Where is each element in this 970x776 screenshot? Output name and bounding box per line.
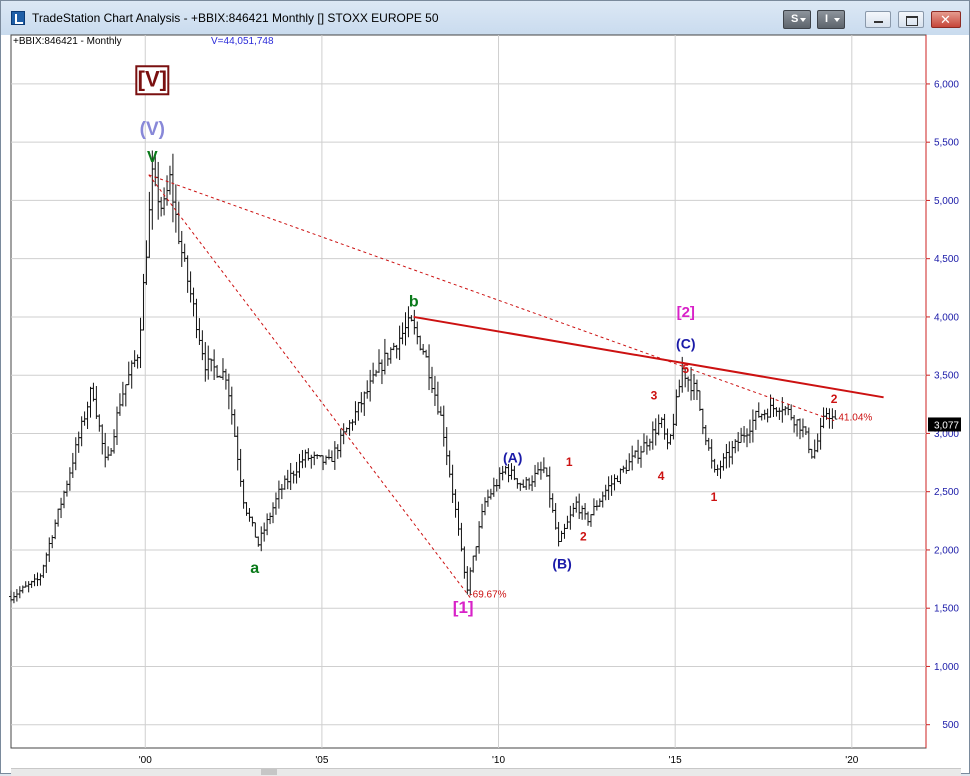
y-tick-label: 5,500 — [934, 138, 959, 149]
x-tick-label: '10 — [492, 755, 505, 766]
s-button-label: S — [791, 13, 799, 25]
maximize-button[interactable] — [898, 11, 924, 28]
y-tick-label: 3,000 — [934, 429, 959, 440]
close-button[interactable]: ✕ — [931, 11, 961, 28]
y-tick-label: 3,500 — [934, 371, 959, 382]
wave-label: [2] — [677, 304, 695, 321]
minimize-button[interactable] — [865, 11, 891, 28]
symbol-label: +BBIX:846421 - Monthly — [13, 36, 122, 47]
x-axis: '00 '05 '10 '15 '20 — [139, 755, 859, 766]
x-tick-label: '15 — [669, 755, 682, 766]
maximize-icon — [906, 16, 918, 26]
wave-label: 4 — [658, 469, 665, 483]
grid — [11, 35, 926, 748]
y-tick-label: 6,000 — [934, 79, 959, 90]
wave-label: (C) — [676, 335, 695, 351]
y-tick-label: 4,500 — [934, 254, 959, 265]
wave-label: a — [250, 560, 259, 577]
dashed-retracement-line[interactable] — [148, 174, 835, 422]
wave-label: (V) — [140, 119, 165, 140]
last-price-label: 3,077 — [934, 420, 959, 431]
volume-label: V=44,051,748 — [211, 36, 274, 47]
wave-label: 41.04% — [838, 413, 872, 424]
wave-label: b — [409, 293, 419, 310]
wave-label: V — [147, 149, 158, 166]
title-bar[interactable]: TradeStation Chart Analysis - +BBIX:8464… — [1, 1, 969, 35]
x-tick-label: '00 — [139, 755, 152, 766]
wave-label: (B) — [552, 556, 571, 572]
wave-label: 3 — [651, 389, 658, 403]
wave-label: [V] — [138, 66, 167, 91]
trend-lines — [148, 174, 884, 599]
last-price-box — [928, 417, 961, 432]
minimize-icon — [874, 21, 883, 23]
wave-label: 2 — [580, 530, 587, 544]
wave-label-box — [135, 65, 170, 96]
last-price-marker: 3,077 — [928, 417, 961, 432]
i-button-label: I — [825, 13, 829, 25]
chart-area[interactable] — [11, 35, 961, 775]
y-tick-label: 4,000 — [934, 312, 959, 323]
scrollbar-thumb[interactable] — [261, 769, 277, 775]
price-bars — [9, 150, 838, 604]
wave-label: 1 — [711, 490, 718, 504]
wave-label: 1 — [566, 455, 573, 469]
tradestation-app-icon — [11, 11, 25, 25]
s-dropdown-button[interactable]: S — [783, 10, 811, 29]
x-tick-label: '20 — [845, 755, 858, 766]
y-tick-label: 1,500 — [934, 604, 959, 615]
horizontal-scrollbar[interactable] — [11, 768, 961, 776]
wave-label: (A) — [503, 450, 522, 466]
chevron-down-icon — [800, 18, 806, 22]
y-tick-label: 500 — [942, 720, 959, 731]
chevron-down-icon — [834, 18, 840, 22]
dashed-retracement-line[interactable] — [148, 174, 471, 599]
wave-labels: [V](V)Vab[1]-69.67%(A) 1(B)234[2](C)51241… — [135, 65, 872, 617]
y-tick-label: 2,500 — [934, 487, 959, 498]
x-tick-label: '05 — [315, 755, 328, 766]
wave-label: 5 — [682, 362, 689, 376]
y-tick-label: 2,000 — [934, 545, 959, 556]
i-dropdown-button[interactable]: I — [817, 10, 845, 29]
resistance-trend-line[interactable] — [413, 315, 884, 399]
y-tick-label: 1,000 — [934, 662, 959, 673]
wave-label: [1] — [453, 598, 474, 617]
y-axis: 6,000 5,500 5,000 4,500 4,000 3,500 3,000 2,500… — [926, 79, 959, 731]
window-title: TradeStation Chart Analysis - +BBIX:8464… — [32, 11, 439, 25]
wave-label: -69.67% — [469, 590, 506, 601]
close-icon: ✕ — [940, 13, 951, 28]
y-tick-label: 5,000 — [934, 196, 959, 207]
wave-label: 2 — [831, 392, 838, 406]
